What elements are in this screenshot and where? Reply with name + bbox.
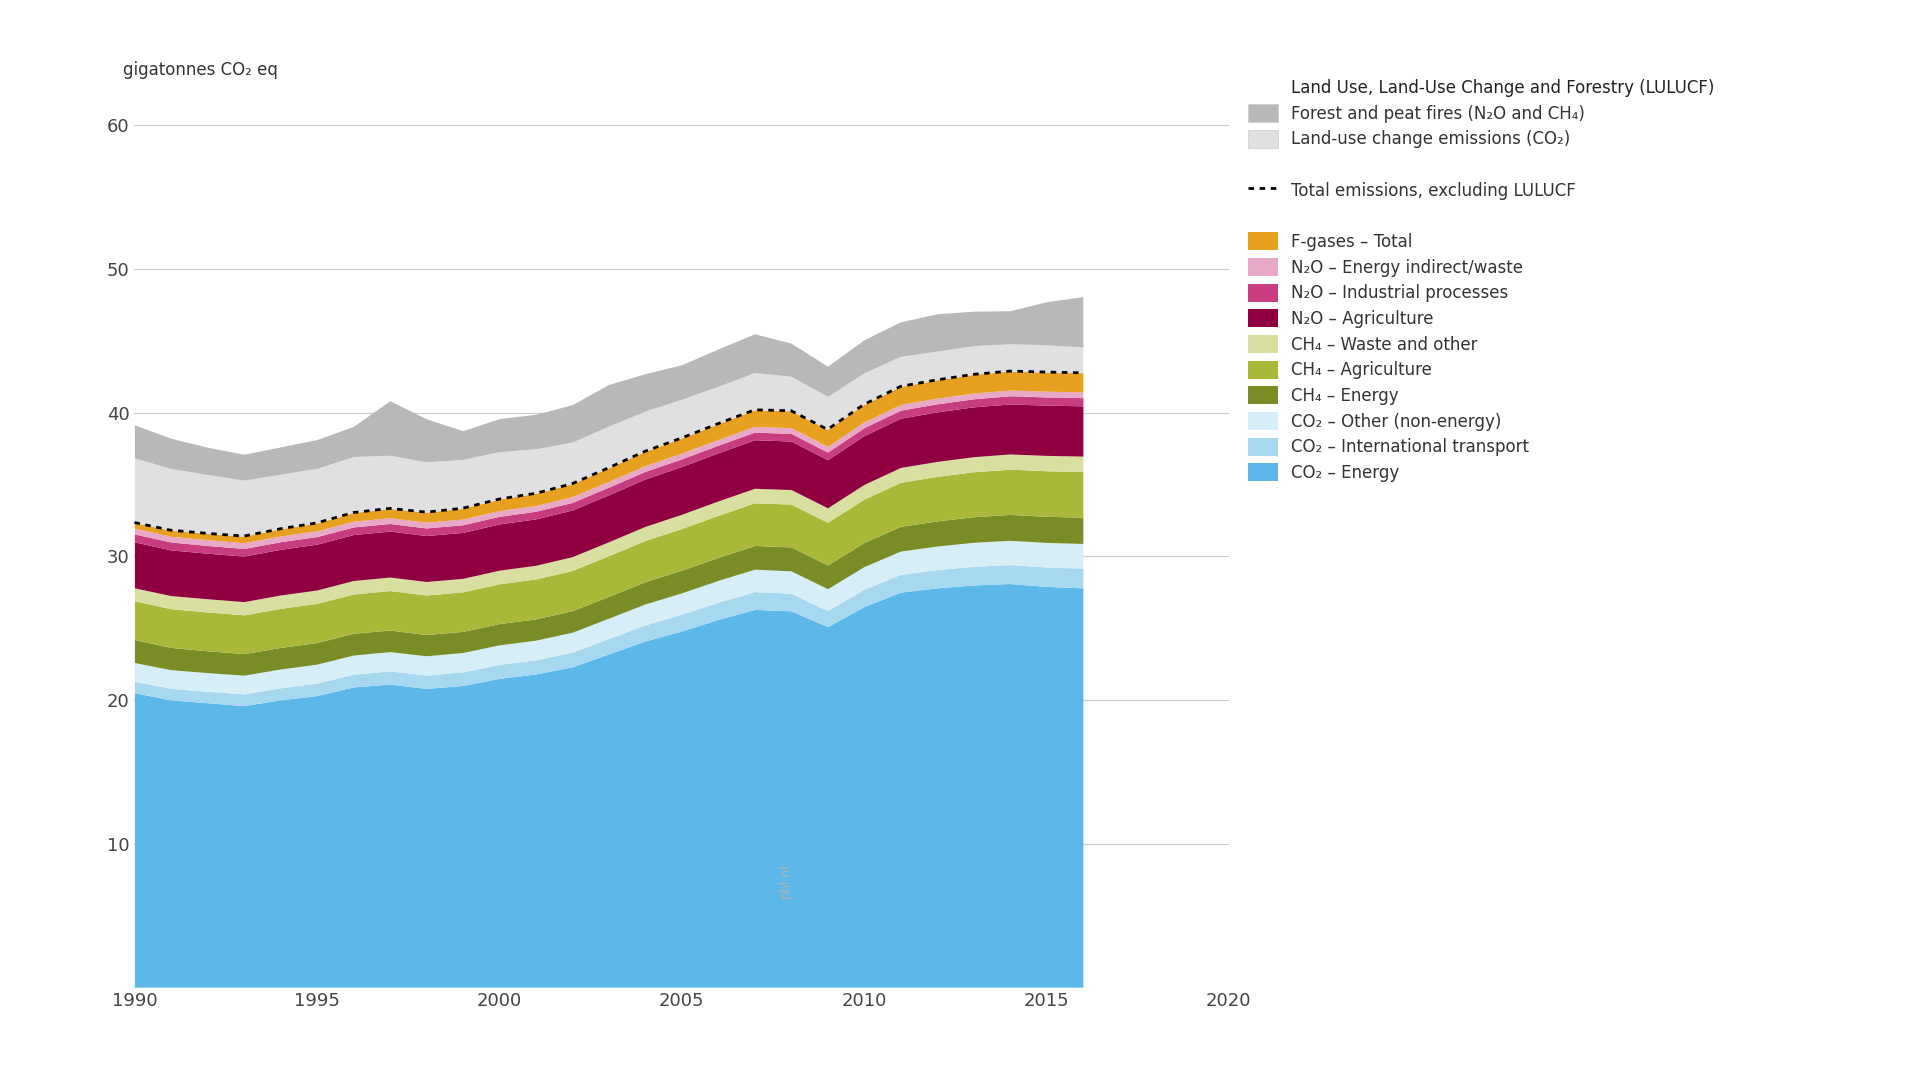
Legend: Land Use, Land-Use Change and Forestry (LULUCF), Forest and peat fires (N₂O and : Land Use, Land-Use Change and Forestry (… bbox=[1248, 78, 1715, 482]
Text: gigatonnes CO₂ eq: gigatonnes CO₂ eq bbox=[123, 61, 278, 78]
Text: pbl.nl: pbl.nl bbox=[780, 864, 793, 898]
